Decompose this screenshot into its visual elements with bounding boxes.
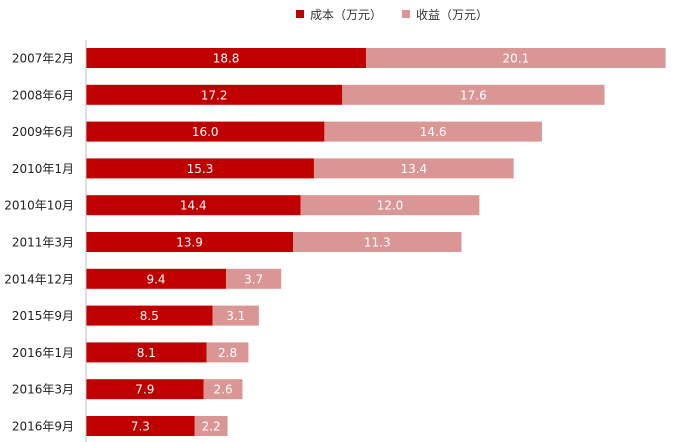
bar-revenue (324, 121, 542, 142)
legend-item-cost: 成本（万元） (296, 6, 382, 23)
bar-cost (86, 232, 294, 252)
bar-cost (86, 158, 314, 179)
bar-revenue (212, 305, 259, 326)
bar-cost (86, 305, 213, 326)
data-label-revenue: 2.6 (214, 383, 233, 397)
bar-cost (86, 121, 325, 142)
category-label: 2008年6月 (12, 88, 74, 102)
bar-revenue (300, 195, 480, 216)
bar-cost (86, 84, 343, 105)
category-label: 2009年6月 (12, 125, 74, 139)
legend-label-cost: 成本（万元） (310, 7, 383, 22)
data-label-cost: 15.3 (187, 162, 214, 176)
data-label-cost: 17.2 (201, 88, 228, 102)
bar-cost (86, 48, 367, 68)
data-label-revenue: 12.0 (377, 199, 404, 213)
category-label: 2007年2月 (12, 52, 74, 66)
category-label: 2011年3月 (12, 236, 74, 250)
data-label-cost: 18.8 (213, 52, 240, 66)
data-label-cost: 8.1 (137, 346, 156, 360)
bar-revenue (313, 158, 514, 179)
data-label-cost: 9.4 (146, 272, 165, 286)
data-label-cost: 14.4 (180, 199, 207, 213)
category-label: 2015年9月 (12, 309, 74, 323)
bar-cost (86, 416, 195, 436)
category-label: 2010年10月 (4, 199, 74, 213)
bar-cost (86, 195, 301, 216)
data-label-revenue: 2.2 (202, 420, 221, 434)
data-label-revenue: 17.6 (460, 88, 487, 102)
bar-revenue (293, 232, 462, 252)
bar-revenue (226, 268, 282, 289)
bar-revenue (206, 342, 249, 363)
legend-label-revenue: 收益（万元） (416, 7, 489, 22)
bar-cost (86, 342, 207, 363)
bar-revenue (342, 84, 605, 105)
legend-swatch-cost (296, 10, 304, 18)
data-label-cost: 8.5 (140, 309, 159, 323)
category-label: 2014年12月 (4, 272, 74, 286)
bar-revenue (366, 48, 666, 68)
data-label-revenue: 3.1 (226, 309, 245, 323)
bar-cost (86, 268, 227, 289)
data-label-revenue: 11.3 (364, 236, 391, 250)
data-label-cost: 13.9 (176, 236, 203, 250)
category-label: 2016年9月 (12, 420, 74, 434)
bar-revenue (203, 379, 243, 400)
data-label-revenue: 14.6 (420, 125, 447, 139)
bar-revenue (194, 416, 228, 436)
legend-item-revenue: 收益（万元） (402, 6, 488, 23)
data-label-cost: 16.0 (192, 125, 219, 139)
category-label: 2016年1月 (12, 346, 74, 360)
category-label: 2016年3月 (12, 383, 74, 397)
legend: 成本（万元） 收益（万元） (296, 6, 508, 22)
bar-cost (86, 379, 204, 400)
legend-swatch-revenue (402, 10, 411, 18)
data-label-revenue: 2.8 (218, 346, 237, 360)
data-label-cost: 7.9 (135, 383, 154, 397)
category-label: 2010年1月 (12, 162, 74, 176)
data-label-revenue: 20.1 (503, 52, 530, 66)
data-label-revenue: 13.4 (400, 162, 427, 176)
data-label-revenue: 3.7 (244, 272, 263, 286)
data-label-cost: 7.3 (131, 420, 150, 434)
